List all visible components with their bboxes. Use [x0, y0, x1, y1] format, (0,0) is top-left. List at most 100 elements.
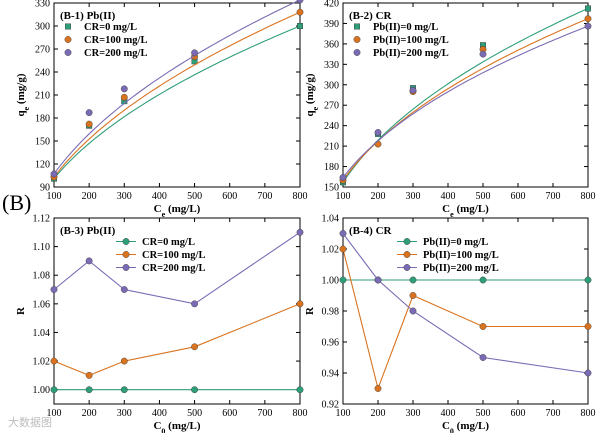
y-tick-label: 150 — [35, 137, 50, 148]
y-tick-label: 360 — [324, 39, 339, 50]
x-tick-label: 700 — [257, 191, 272, 202]
y-tick-label: 1.10 — [33, 242, 51, 253]
data-point — [585, 5, 592, 12]
x-tick-label: 400 — [152, 408, 167, 419]
y-tick-label: 0.96 — [322, 338, 340, 349]
x-tick-label: 800 — [581, 191, 596, 202]
y-axis-title: qe (mg/g) — [304, 73, 320, 116]
y-tick-label: 1.00 — [33, 385, 51, 396]
data-point — [584, 15, 592, 23]
data-point — [191, 300, 198, 308]
y-axis-title: R — [15, 306, 27, 315]
legend-marker — [354, 23, 361, 30]
legend-marker — [403, 238, 411, 245]
y-tick-label: 0.98 — [322, 307, 340, 318]
legend-label: Pb(II)=200 mg/L — [373, 48, 449, 59]
panel-label: (B-1) Pb(II) — [60, 10, 116, 22]
watermark: 大数据图 — [8, 415, 52, 429]
data-point — [296, 0, 304, 4]
x-tick-label: 400 — [441, 191, 456, 202]
y-tick-label: 390 — [324, 19, 339, 30]
data-point — [50, 386, 58, 394]
legend-item: Pb(II)=200 mg/L — [397, 263, 499, 274]
x-tick-label: 400 — [441, 408, 456, 419]
legend-label: CR=200 mg/L — [84, 48, 147, 59]
fit-line — [342, 7, 589, 183]
chart-b4: 100 200 300 400 500 600 700 800 0.92 0.94 0.96 0.98… — [304, 214, 596, 433]
y-tick-label: 330 — [324, 60, 339, 71]
x-tick-label: 500 — [476, 408, 491, 419]
y-tick-label: 0.94 — [322, 369, 340, 380]
series-2 — [50, 228, 304, 308]
x-tick-label: 200 — [371, 408, 386, 419]
legend-item: Pb(II)=0 mg/L — [354, 22, 438, 33]
data-point — [339, 245, 347, 253]
legend-marker — [64, 49, 72, 56]
y-tick-label: 210 — [35, 91, 50, 102]
legend-item: CR=0 mg/L — [64, 22, 137, 33]
y-tick-label: 1.02 — [33, 357, 51, 368]
legend-label: CR=100 mg/L — [142, 250, 205, 261]
y-tick-label: 300 — [35, 22, 50, 33]
data-point — [50, 357, 58, 365]
y-tick-label: 270 — [35, 45, 50, 56]
panel-label: (B-2) CR — [349, 10, 393, 22]
y-tick-label: 1.08 — [33, 271, 51, 282]
x-tick-label: 700 — [546, 408, 561, 419]
data-point — [296, 8, 304, 16]
y-tick-label: 300 — [324, 80, 339, 91]
data-point — [479, 354, 487, 361]
data-point — [584, 369, 592, 377]
y-tick-label: 210 — [324, 142, 339, 153]
fit-line — [53, 25, 301, 179]
legend-label: CR=0 mg/L — [142, 237, 195, 248]
y-tick-label: 1.04 — [322, 214, 340, 225]
data-point — [85, 120, 93, 128]
series-0 — [50, 386, 304, 394]
x-tick-label: 500 — [187, 191, 202, 202]
x-tick-label: 200 — [82, 408, 97, 419]
y-tick-label: 180 — [324, 162, 339, 173]
y-axis-title: qe (mg/g) — [15, 73, 31, 116]
y-tick-label: 1.06 — [33, 299, 51, 310]
legend: Pb(II)=0 mg/L Pb(II)=100 mg/L Pb(II)=200 m… — [397, 237, 499, 274]
x-axis-title: C0 (mg/L) — [153, 420, 200, 433]
legend-item: Pb(II)=100 mg/L — [353, 35, 449, 46]
data-point — [584, 323, 592, 330]
data-point — [191, 386, 198, 394]
x-tick-label: 100 — [336, 408, 351, 419]
legend-label: Pb(II)=0 mg/L — [373, 22, 438, 33]
legend-label: Pb(II)=0 mg/L — [423, 237, 488, 248]
data-point — [584, 276, 592, 284]
series-line — [53, 303, 301, 376]
legend-label: Pb(II)=200 mg/L — [423, 263, 499, 274]
chart-b3: 100 200 300 400 500 600 700 800 1.00 1.02 1.04 1.06… — [15, 214, 308, 433]
series-2 — [339, 22, 592, 181]
panel-label: (B-3) Pb(II) — [60, 225, 116, 237]
data-point — [120, 85, 128, 93]
chart-b1: 100 200 300 400 500 600 700 800 90 120 150 180 210 24… — [15, 0, 308, 219]
y-tick-label: 240 — [35, 68, 50, 79]
series-1 — [50, 300, 304, 379]
legend-label: CR=200 mg/L — [142, 263, 205, 274]
legend-marker — [122, 238, 130, 245]
x-tick-label: 300 — [406, 191, 421, 202]
legend-marker — [403, 251, 411, 258]
legend-marker — [122, 251, 130, 258]
legend-item: Pb(II)=0 mg/L — [397, 237, 488, 248]
data-point — [479, 323, 487, 330]
x-axis-title: C0 (mg/L) — [442, 420, 489, 433]
x-tick-label: 600 — [222, 191, 237, 202]
plot-frame — [342, 2, 589, 188]
data-point — [409, 292, 417, 299]
y-axis-title: R — [304, 306, 316, 315]
x-tick-label: 600 — [222, 408, 237, 419]
data-point — [409, 86, 417, 94]
fit-line — [53, 11, 301, 178]
legend-label: CR=0 mg/L — [84, 22, 137, 33]
y-tick-label: 420 — [324, 0, 339, 10]
y-tick-label: 1.04 — [33, 328, 51, 339]
x-tick-label: 500 — [476, 191, 491, 202]
data-point — [374, 129, 382, 136]
data-point — [479, 50, 487, 58]
